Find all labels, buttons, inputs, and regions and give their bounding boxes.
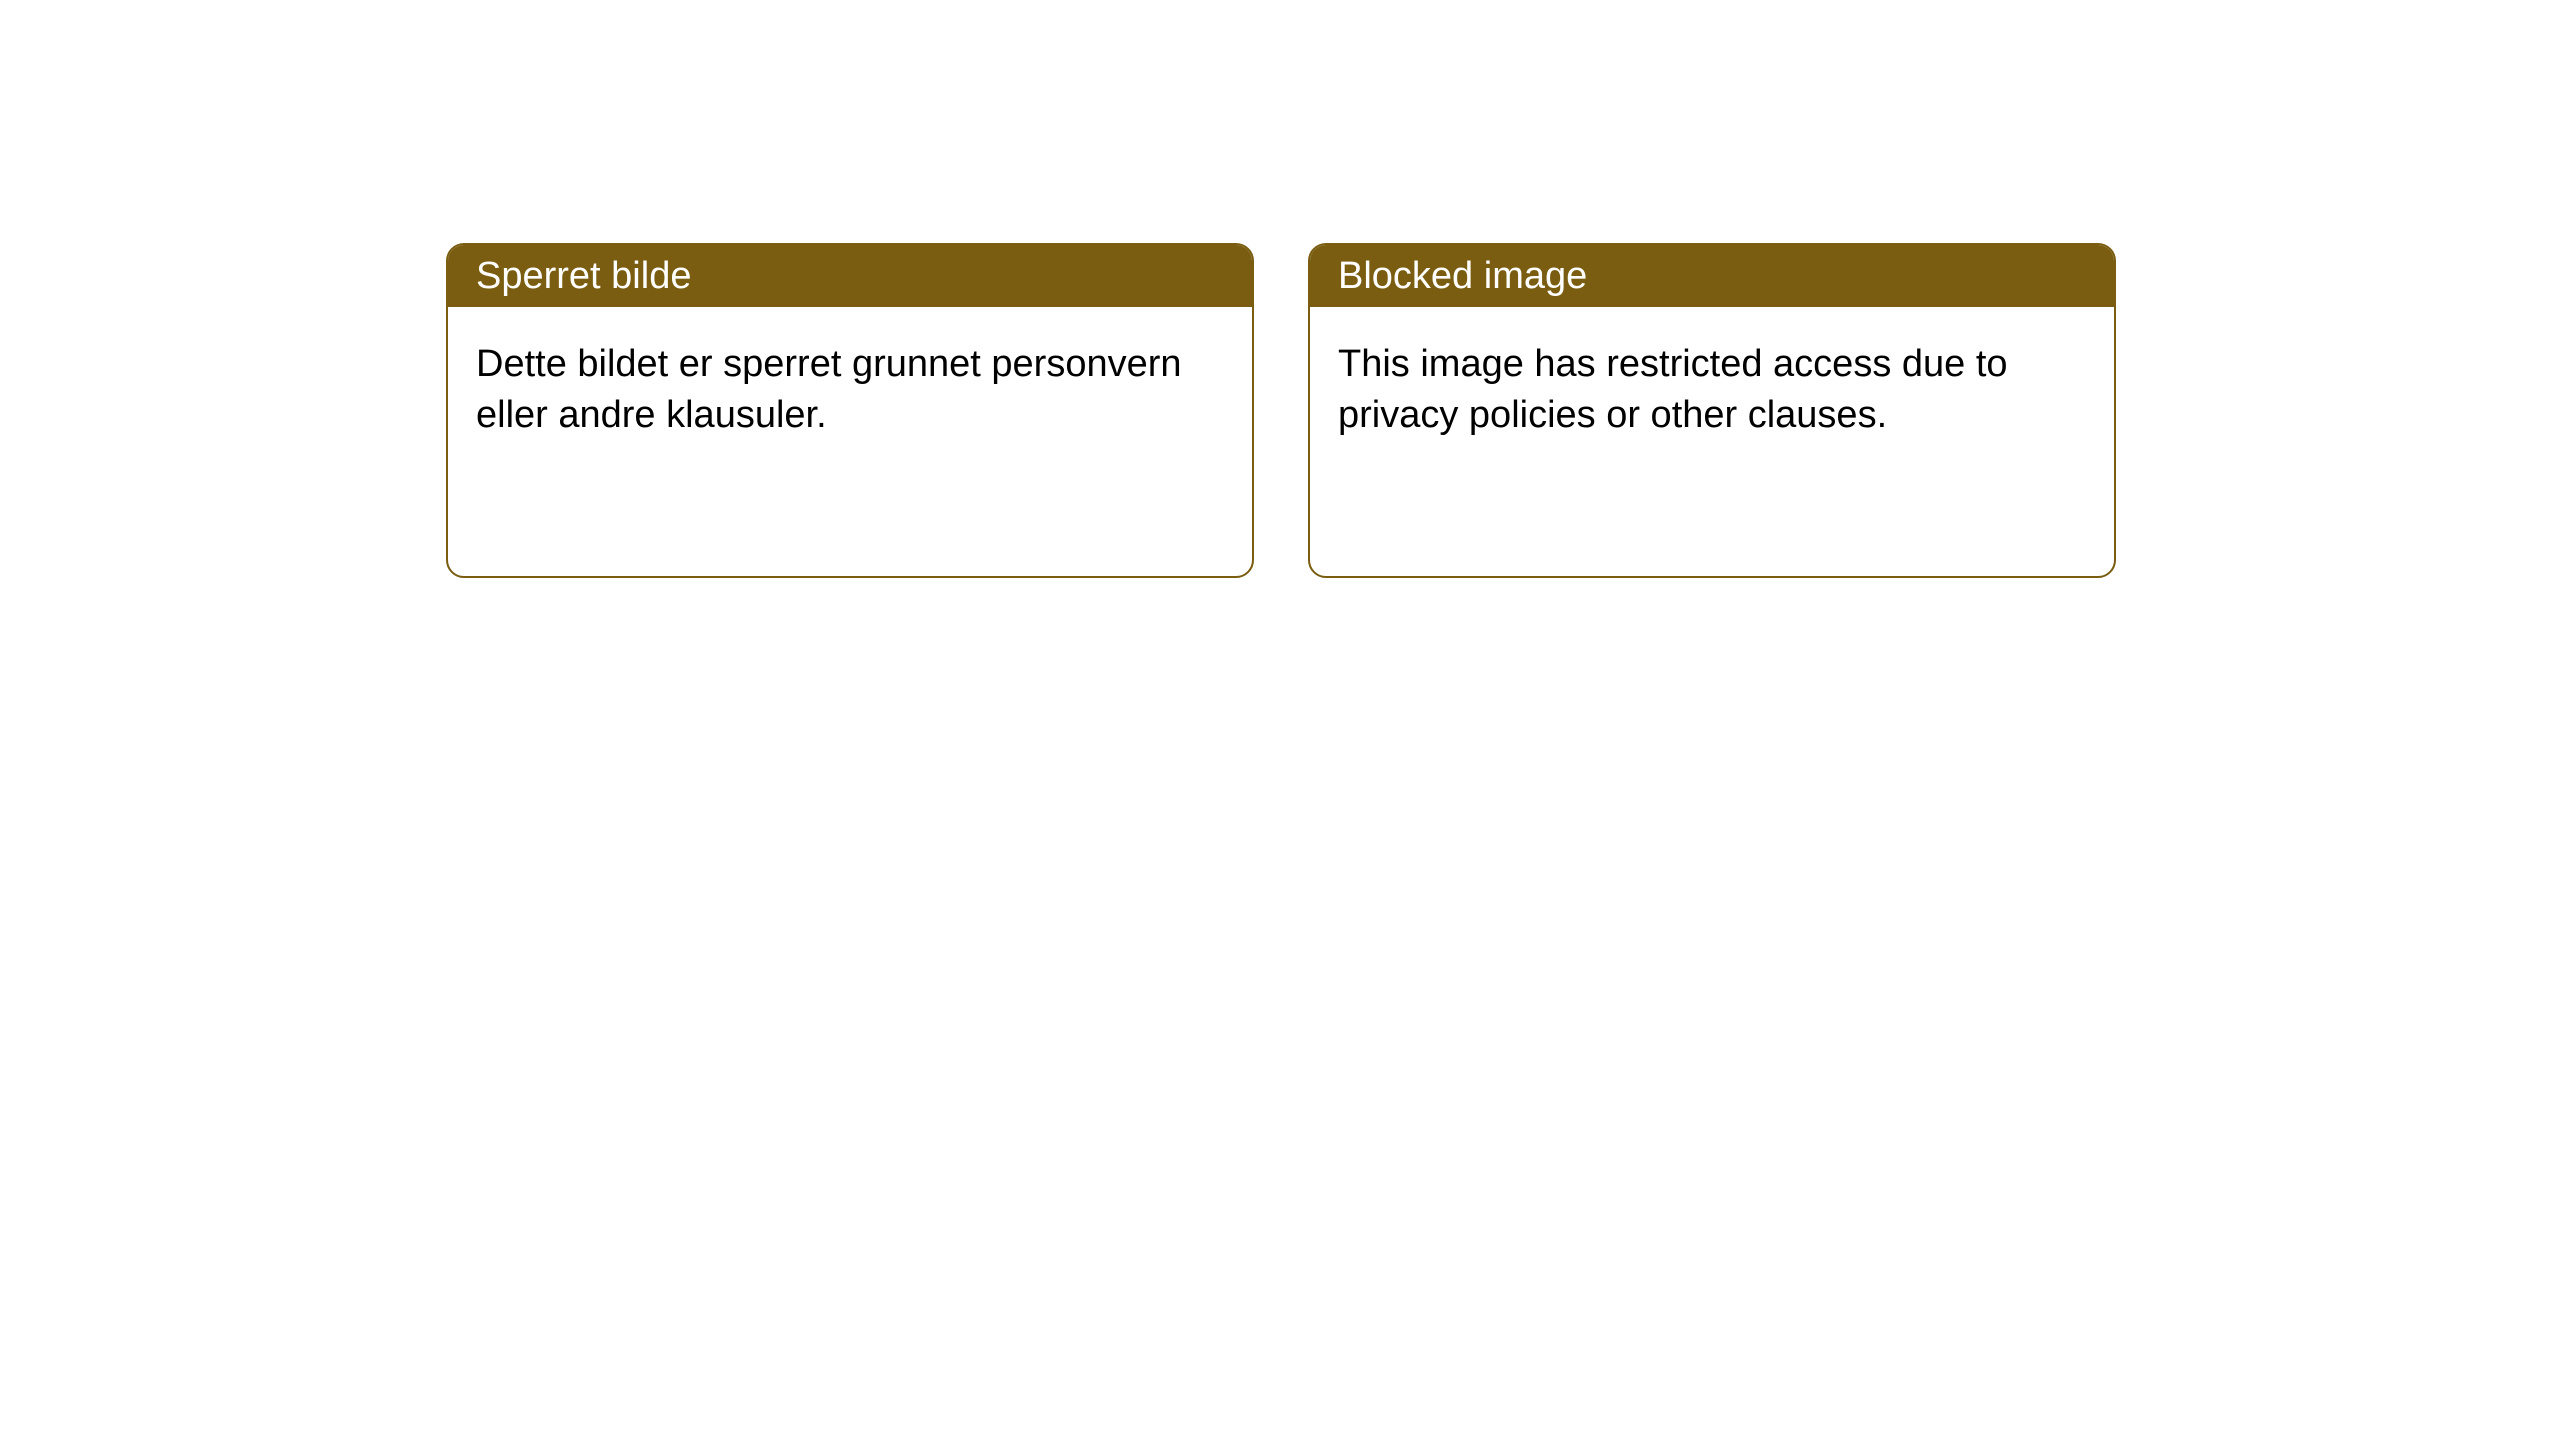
- notice-card-en: Blocked image This image has restricted …: [1308, 243, 2116, 578]
- notice-body-en: This image has restricted access due to …: [1310, 307, 2114, 474]
- notice-card-no: Sperret bilde Dette bildet er sperret gr…: [446, 243, 1254, 578]
- notice-header-en: Blocked image: [1310, 245, 2114, 307]
- notice-title-no: Sperret bilde: [476, 255, 691, 298]
- notice-body-text-no: Dette bildet er sperret grunnet personve…: [476, 343, 1182, 436]
- notice-body-no: Dette bildet er sperret grunnet personve…: [448, 307, 1252, 474]
- notice-header-no: Sperret bilde: [448, 245, 1252, 307]
- notice-container: Sperret bilde Dette bildet er sperret gr…: [0, 0, 2560, 578]
- notice-body-text-en: This image has restricted access due to …: [1338, 343, 2008, 436]
- notice-title-en: Blocked image: [1338, 255, 1587, 298]
